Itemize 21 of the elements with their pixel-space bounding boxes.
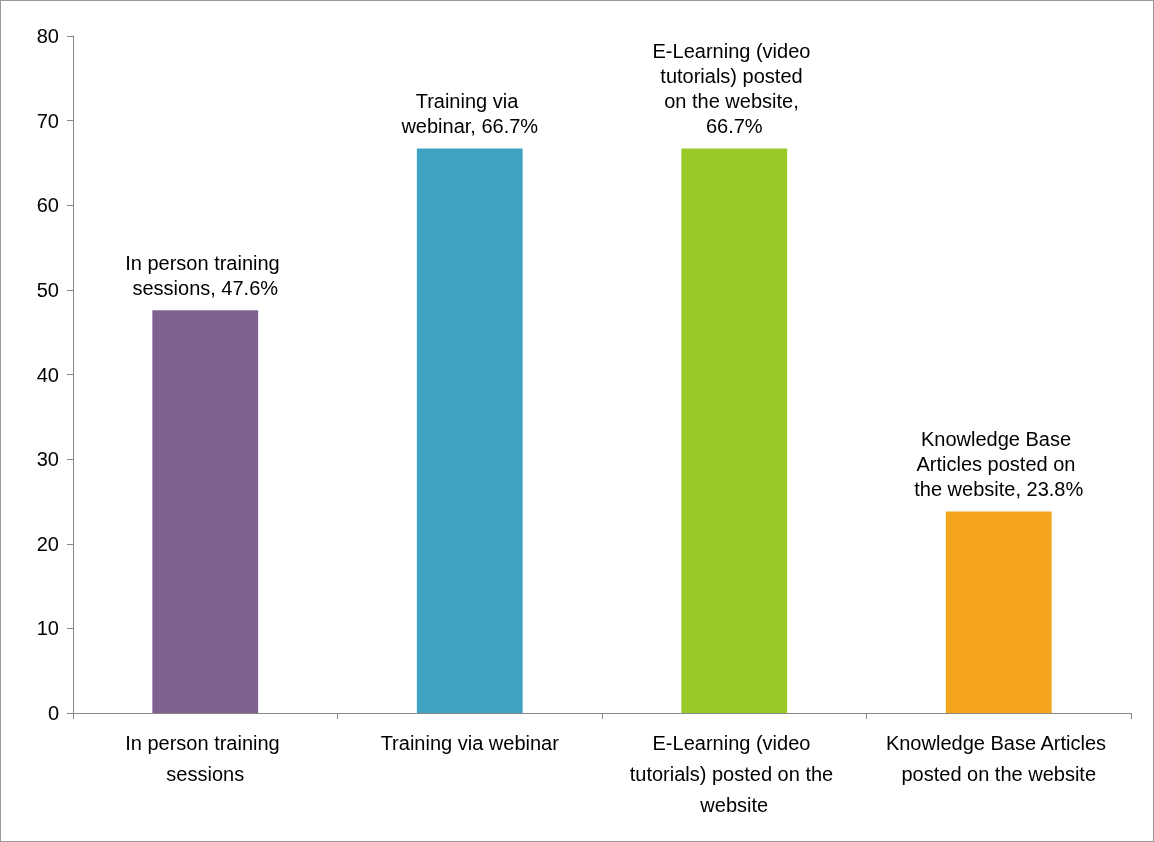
y-tick-label: 30 bbox=[36, 448, 59, 471]
y-tick-label: 20 bbox=[36, 532, 59, 555]
data-label: In person training sessions, 47.6% bbox=[125, 251, 286, 299]
y-tick-label: 40 bbox=[36, 363, 59, 386]
data-label: E-Learning (video tutorials) posted on the website, 66.7% bbox=[652, 40, 816, 138]
bar bbox=[945, 511, 1052, 713]
x-tick-label: Training via webinar bbox=[380, 731, 560, 754]
y-tick-label: 50 bbox=[36, 278, 59, 301]
bar bbox=[416, 148, 523, 713]
x-tick-label: E-Learning (video tutorials) posted on the website bbox=[629, 731, 839, 816]
bar bbox=[681, 148, 788, 713]
data-label: Training via webinar, 66.7% bbox=[400, 90, 539, 138]
y-tick-label: 0 bbox=[47, 702, 59, 724]
y-tick-label: 10 bbox=[36, 617, 59, 640]
x-tick-label: Knowledge Base Articles posted on the website bbox=[885, 731, 1112, 785]
y-tick-label: 60 bbox=[36, 194, 59, 217]
x-tick-label: In person training sessions bbox=[125, 731, 286, 785]
bar bbox=[152, 310, 259, 713]
y-tick-label: 80 bbox=[36, 25, 59, 47]
data-label: Knowledge Base Articles posted on the website, 23.8% bbox=[914, 428, 1084, 501]
y-tick-label: 70 bbox=[36, 109, 59, 132]
